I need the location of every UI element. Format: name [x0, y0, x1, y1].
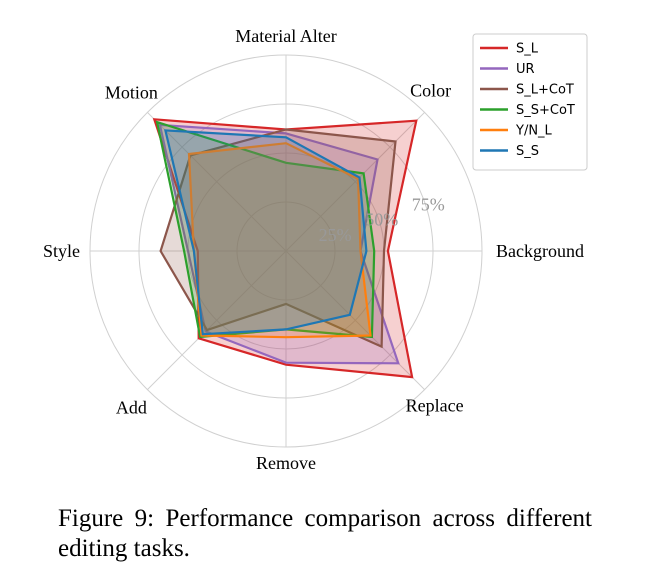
radial-tick-label: 75% — [412, 195, 445, 215]
legend-label: Y/N_L — [515, 124, 553, 139]
series-area-1 — [158, 123, 400, 365]
radial-tick-label: 25% — [319, 225, 352, 245]
axis-label: Background — [496, 241, 584, 261]
axis-label: Material Alter — [235, 26, 336, 46]
axis-label: Remove — [256, 453, 316, 473]
grid-spoke — [285, 250, 425, 390]
radial-tick-label: 50% — [365, 210, 398, 230]
grid-spoke — [285, 112, 425, 252]
legend-label: S_S+CoT — [516, 103, 575, 118]
radar-grid — [89, 54, 483, 448]
legend-label: S_L — [516, 42, 539, 57]
legend: S_L UR S_L+CoT S_S+CoT Y/N_L S_S — [472, 33, 588, 171]
axis-label: Motion — [105, 82, 158, 102]
series-area-4 — [187, 142, 372, 339]
axis-label: Style — [43, 241, 80, 261]
radar-series — [152, 118, 418, 379]
legend-label: S_L+CoT — [516, 83, 574, 98]
grid-spoke — [147, 112, 287, 252]
axis-label: Color — [410, 80, 451, 100]
series-area-5 — [163, 129, 368, 336]
figure-caption: Figure 9: Performance comparison across … — [58, 505, 592, 562]
series-area-2 — [159, 128, 397, 349]
grid-spoke — [147, 250, 287, 390]
axis-label: Add — [116, 398, 147, 418]
axis-labels: Material Alter Color Background Replace Remo… — [43, 26, 584, 473]
radar-chart: 25% 50% 75% Material Alter Color Background R… — [43, 26, 588, 473]
legend-label: UR — [516, 62, 535, 77]
axis-label: Replace — [406, 396, 464, 416]
radial-tick-labels: 25% 50% 75% — [319, 195, 445, 245]
legend-label: S_S — [516, 144, 539, 159]
